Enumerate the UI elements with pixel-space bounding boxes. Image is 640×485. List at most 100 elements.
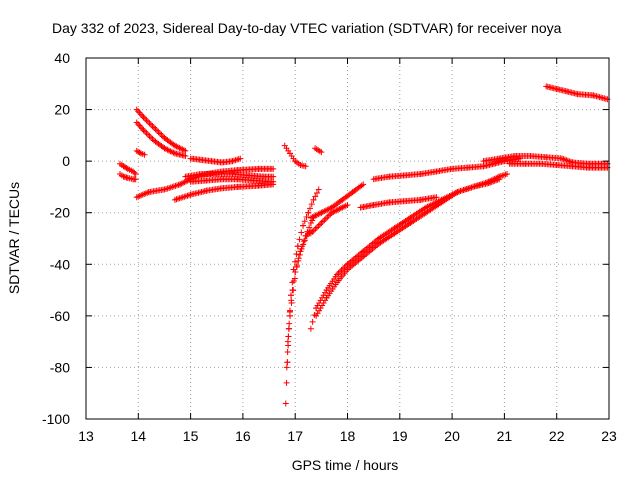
data-point bbox=[302, 163, 309, 170]
data-point bbox=[318, 149, 325, 156]
data-point bbox=[300, 241, 307, 248]
data-point bbox=[296, 236, 303, 243]
data-point bbox=[334, 271, 341, 278]
data-point bbox=[237, 155, 244, 162]
data-point bbox=[131, 169, 138, 176]
data-point bbox=[293, 263, 300, 270]
data-point bbox=[325, 212, 332, 219]
data-point bbox=[315, 186, 322, 193]
y-axis-label: SDTVAR / TECUs bbox=[6, 182, 22, 294]
data-point bbox=[335, 270, 342, 277]
data-point bbox=[343, 262, 350, 269]
data-point bbox=[487, 179, 494, 186]
data-point bbox=[148, 121, 155, 128]
data-point bbox=[270, 173, 277, 180]
data-point bbox=[290, 278, 297, 285]
data-point bbox=[306, 224, 313, 231]
data-point bbox=[291, 275, 298, 282]
data-point bbox=[312, 212, 319, 219]
data-point bbox=[328, 209, 335, 216]
data-point bbox=[149, 136, 156, 143]
data-point bbox=[142, 115, 149, 122]
data-point bbox=[172, 182, 179, 189]
data-point bbox=[316, 210, 323, 217]
data-point bbox=[322, 297, 329, 304]
data-point bbox=[290, 287, 297, 294]
data-point bbox=[337, 205, 344, 212]
data-point bbox=[316, 221, 323, 228]
data-point bbox=[310, 196, 317, 203]
data-point bbox=[135, 108, 142, 115]
data-point bbox=[186, 192, 193, 199]
data-point bbox=[313, 312, 320, 319]
data-point bbox=[161, 145, 168, 152]
data-point bbox=[133, 119, 140, 126]
data-point bbox=[340, 265, 347, 272]
data-point bbox=[344, 201, 351, 208]
data-point bbox=[288, 299, 295, 306]
data-point bbox=[319, 208, 326, 215]
data-point bbox=[159, 133, 166, 140]
data-point bbox=[130, 168, 137, 175]
data-point bbox=[321, 208, 328, 215]
data-point bbox=[142, 128, 149, 135]
data-point bbox=[167, 148, 174, 155]
data-point bbox=[284, 338, 291, 345]
data-point bbox=[163, 185, 170, 192]
data-point bbox=[143, 130, 150, 137]
data-point bbox=[234, 156, 241, 163]
data-point bbox=[500, 172, 507, 179]
data-point bbox=[336, 206, 343, 213]
data-point bbox=[289, 279, 296, 286]
y-tick-label: -100 bbox=[42, 411, 70, 427]
data-point bbox=[488, 178, 495, 185]
data-point bbox=[284, 348, 291, 355]
data-point bbox=[309, 318, 316, 325]
data-point bbox=[358, 182, 365, 189]
x-tick-label: 16 bbox=[235, 428, 251, 444]
data-point bbox=[148, 134, 155, 141]
data-point bbox=[137, 111, 144, 118]
data-point bbox=[307, 214, 314, 221]
data-point bbox=[232, 157, 239, 164]
data-point bbox=[558, 155, 565, 162]
data-point bbox=[283, 379, 290, 386]
data-point bbox=[168, 148, 175, 155]
data-point bbox=[181, 193, 188, 200]
data-point bbox=[318, 220, 325, 227]
data-point bbox=[315, 211, 322, 218]
data-point bbox=[496, 176, 503, 183]
data-point bbox=[155, 129, 162, 136]
data-point bbox=[156, 130, 163, 137]
data-point bbox=[308, 201, 315, 208]
data-point bbox=[317, 305, 324, 312]
data-point bbox=[179, 194, 186, 201]
x-axis-label: GPS time / hours bbox=[292, 457, 399, 473]
data-point bbox=[433, 194, 440, 201]
data-point bbox=[604, 96, 611, 103]
data-point bbox=[298, 245, 305, 252]
data-point bbox=[293, 250, 300, 257]
chart-title: Day 332 of 2023, Sidereal Day-to-day VTE… bbox=[52, 20, 562, 36]
data-point bbox=[296, 251, 303, 258]
y-tick-label: 40 bbox=[54, 50, 70, 66]
data-point bbox=[491, 177, 498, 184]
data-point bbox=[313, 211, 320, 218]
data-point bbox=[460, 187, 467, 194]
data-point bbox=[169, 183, 176, 190]
data-point bbox=[330, 208, 337, 215]
data-point bbox=[468, 184, 475, 191]
data-point bbox=[146, 133, 153, 140]
data-point bbox=[123, 165, 130, 172]
tick-layer: 13 14 15 16 17 18 19 20 21 22 23 -100 -80 -60 -40 -20 0 2… bbox=[42, 50, 617, 444]
y-tick-label: -40 bbox=[50, 256, 70, 272]
data-point bbox=[178, 194, 185, 201]
data-point bbox=[229, 158, 236, 165]
data-point bbox=[313, 189, 320, 196]
data-point bbox=[604, 164, 611, 171]
data-point bbox=[231, 157, 238, 164]
data-point bbox=[303, 214, 310, 221]
data-point bbox=[145, 131, 152, 138]
data-point bbox=[153, 127, 160, 134]
